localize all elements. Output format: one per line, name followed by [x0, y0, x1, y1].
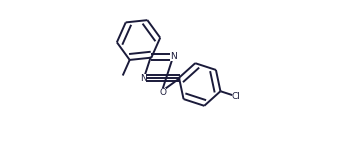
Text: Cl: Cl: [231, 92, 240, 101]
Text: O: O: [159, 88, 166, 97]
Text: N: N: [140, 74, 147, 83]
Text: N: N: [170, 52, 177, 61]
